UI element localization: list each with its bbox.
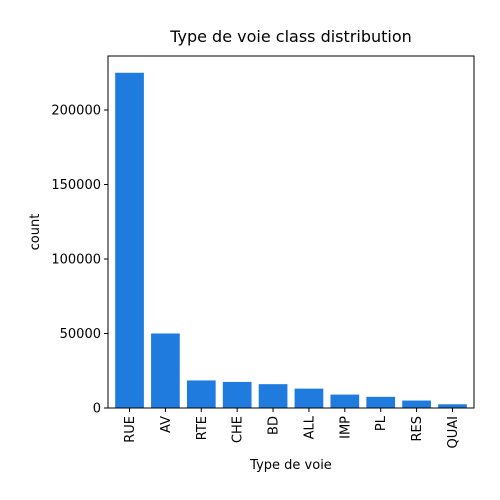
x-tick-label: RES <box>410 416 425 442</box>
chart-title: Type de voie class distribution <box>169 27 412 46</box>
bar-av <box>151 333 180 408</box>
x-tick-label: QUAI <box>446 416 461 448</box>
x-tick-label: IMP <box>338 416 353 439</box>
y-tick-label: 200000 <box>51 104 101 119</box>
x-tick-label: RTE <box>195 416 210 440</box>
bar-res <box>402 400 431 408</box>
x-tick-label: AV <box>159 416 174 433</box>
y-ticks-group: 0 50000 100000 150000 200000 <box>51 104 108 417</box>
bar-bd <box>258 384 288 408</box>
bars-group <box>115 72 467 408</box>
x-tick-label: ALL <box>302 415 317 439</box>
x-tick-label: CHE <box>231 416 246 443</box>
bar-che <box>222 381 252 408</box>
x-tick-label: RUE <box>123 416 138 443</box>
x-axis-label: Type de voie <box>249 458 332 473</box>
y-tick-label: 0 <box>93 402 101 417</box>
bar-all <box>294 388 324 408</box>
y-axis-label: count <box>28 214 43 251</box>
bar-quai <box>438 404 467 408</box>
y-tick-label: 150000 <box>51 178 101 193</box>
x-ticks-group: RUE AV RTE CHE BD ALL IMP PL RES QUAI <box>123 408 461 448</box>
y-tick-label: 100000 <box>51 253 101 268</box>
x-tick-label: BD <box>267 416 282 435</box>
y-tick-label: 50000 <box>60 327 101 342</box>
bar-pl <box>366 396 396 408</box>
bar-rue <box>115 72 144 408</box>
plot-frame <box>107 55 475 409</box>
bar-imp <box>330 394 360 408</box>
x-tick-label: PL <box>374 415 389 431</box>
bar-rte <box>186 380 216 408</box>
